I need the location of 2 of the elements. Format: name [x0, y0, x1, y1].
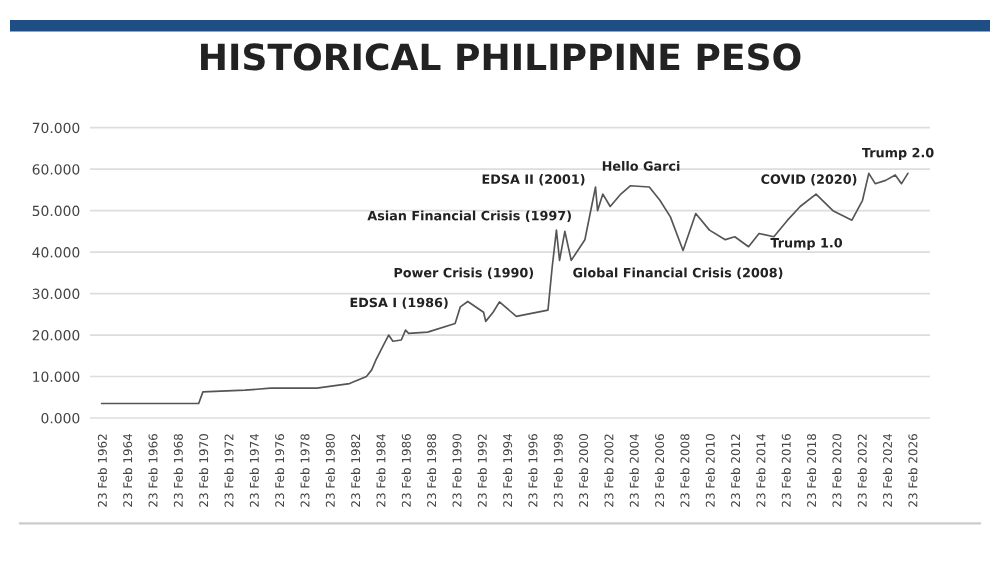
chart-title: HISTORICAL PHILIPPINE PESO [201, 43, 801, 71]
line-series [100, 172, 909, 405]
